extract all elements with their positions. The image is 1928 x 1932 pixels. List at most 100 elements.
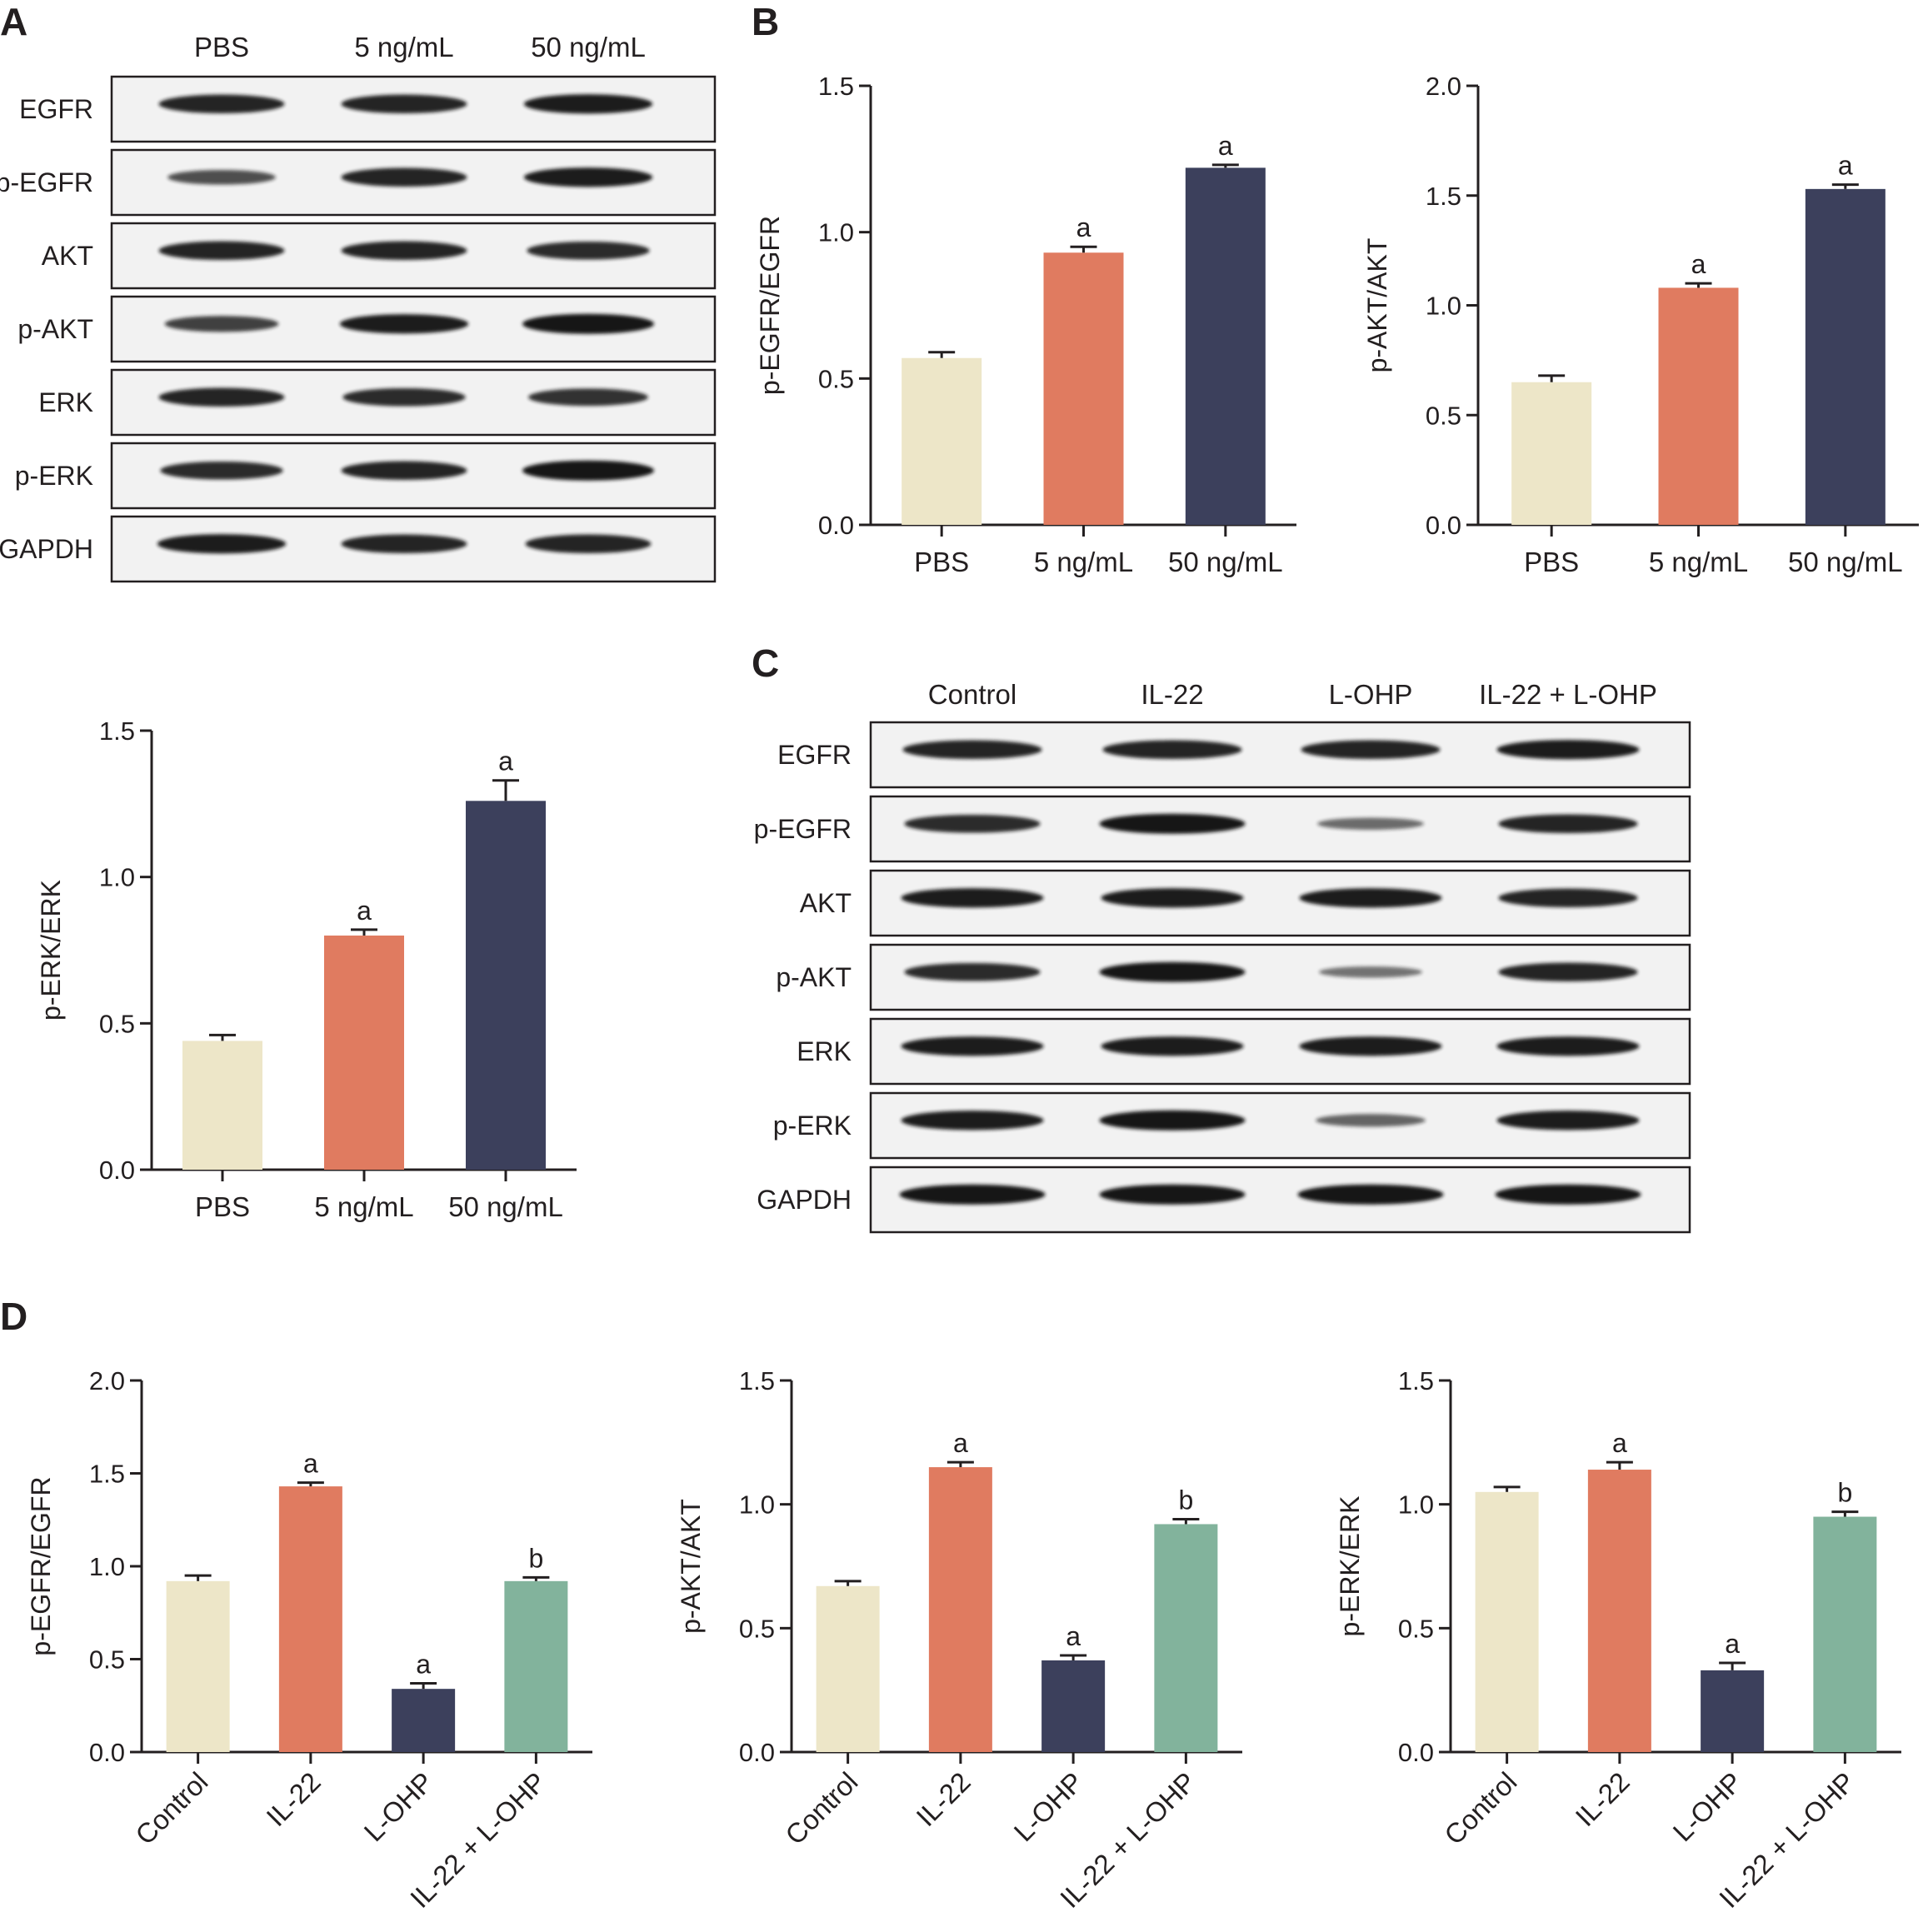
x-tick-label-5-ng-ml: 5 ng/mL (314, 1191, 413, 1222)
row-label-egfr: EGFR (777, 740, 852, 770)
lane-label-5-ng-ml: 5 ng/mL (354, 32, 453, 62)
band-p-akt-l-ohp (1319, 966, 1422, 978)
chart-b-p-egfr: 0.0 0.5 1.0 1.5 p-EGFR/EGFR PBS a 5 ng/mL a 50 ng… (755, 72, 1296, 577)
band-p-akt-50-ng-ml (522, 313, 654, 334)
significance-label: a (303, 1449, 318, 1479)
y-tick-label: 1.0 (1398, 1490, 1434, 1520)
band-p-akt-control (904, 962, 1041, 981)
band-erk-50-ng-ml (528, 388, 648, 407)
band-akt-control (901, 888, 1044, 908)
significance-label: a (1066, 1621, 1081, 1651)
bar-il-22 (278, 1486, 342, 1752)
bar-5-ng-ml (324, 935, 404, 1170)
band-gapdh-l-ohp (1297, 1184, 1444, 1205)
bar-il-22-l-ohp (1813, 1516, 1877, 1752)
band-egfr-5-ng-ml (341, 94, 467, 113)
y-tick-label: 1.5 (89, 1460, 125, 1489)
y-axis-label: p-EGFR/EGFR (26, 1476, 56, 1655)
row-label-akt: AKT (42, 241, 93, 271)
bar-control (816, 1585, 880, 1752)
panel-label-c: C (752, 642, 779, 685)
row-label-p-egfr: p-EGFR (754, 814, 852, 844)
y-axis-label: p-ERK/ERK (1335, 1496, 1365, 1637)
panel-label-d: D (0, 1295, 27, 1338)
x-tick-label-l-ohp: L-OHP (358, 1766, 439, 1847)
band-p-akt-il-22 (1099, 961, 1246, 982)
band-p-egfr-5-ng-ml (341, 167, 467, 187)
significance-label: b (1178, 1485, 1193, 1515)
band-p-erk-5-ng-ml (341, 461, 467, 480)
lane-label-il-22-l-ohp: IL-22 + L-OHP (1479, 679, 1657, 710)
x-tick-label-l-ohp: L-OHP (1667, 1766, 1748, 1847)
y-tick-label: 0.0 (818, 511, 854, 540)
x-tick-label-il-22: IL-22 (1569, 1766, 1635, 1832)
bar-pbs (902, 357, 982, 525)
x-tick-label-control: Control (1438, 1766, 1522, 1850)
significance-label: a (953, 1428, 968, 1458)
band-erk-l-ohp (1299, 1036, 1442, 1056)
bar-5-ng-ml (1043, 252, 1124, 525)
panel-label-b: B (752, 0, 779, 43)
western-blot-c: Control IL-22 L-OHP IL-22 + L-OHP EGFR p-EGFR… (754, 679, 1691, 1234)
band-gapdh-il-22-l-ohp (1495, 1184, 1641, 1205)
bar-pbs (1511, 382, 1592, 525)
x-tick-label-50-ng-ml: 50 ng/mL (1788, 547, 1903, 577)
significance-label: a (1838, 151, 1853, 181)
y-tick-label: 1.0 (1426, 292, 1461, 321)
band-p-erk-il-22-l-ohp (1496, 1111, 1640, 1131)
bar-50-ng-ml (1805, 188, 1886, 525)
row-label-p-erk: p-ERK (773, 1111, 852, 1141)
row-label-erk: ERK (797, 1036, 852, 1066)
band-p-erk-control (901, 1111, 1044, 1131)
lane-label-l-ohp: L-OHP (1329, 679, 1413, 710)
x-tick-label-pbs: PBS (1524, 547, 1579, 577)
y-tick-label: 2.0 (1426, 72, 1461, 101)
significance-label: a (357, 896, 372, 926)
significance-label: a (1076, 212, 1091, 242)
row-label-p-egfr: p-EGFR (0, 167, 93, 197)
x-tick-label-50-ng-ml: 50 ng/mL (448, 1191, 563, 1222)
y-tick-label: 0.5 (89, 1645, 125, 1675)
band-gapdh-control (899, 1184, 1046, 1205)
x-tick-label-50-ng-ml: 50 ng/mL (1168, 547, 1283, 577)
x-tick-label-l-ohp: L-OHP (1008, 1766, 1089, 1847)
chart-d-p-erk: 0.0 0.5 1.0 1.5 p-ERK/ERK Control a IL-22 a L-OHP… (1335, 1366, 1901, 1914)
panel-label-a: A (0, 0, 27, 43)
bar-il-22 (928, 1467, 992, 1752)
y-tick-label: 1.5 (739, 1366, 775, 1395)
y-tick-label: 0.5 (1426, 401, 1461, 430)
band-p-erk-l-ohp (1316, 1114, 1426, 1127)
bar-il-22-l-ohp (1154, 1524, 1218, 1752)
band-egfr-pbs (158, 94, 285, 113)
y-tick-label: 0.0 (1398, 1738, 1434, 1767)
significance-label: a (498, 746, 513, 776)
x-tick-label-5-ng-ml: 5 ng/mL (1034, 547, 1133, 577)
chart-d-p-egfr: 0.0 0.5 1.0 1.5 2.0 p-EGFR/EGFR Control a IL-22 a… (26, 1366, 592, 1914)
band-p-akt-il-22-l-ohp (1498, 962, 1638, 981)
row-label-p-akt: p-AKT (17, 314, 93, 344)
band-p-egfr-l-ohp (1317, 817, 1424, 830)
y-tick-label: 0.0 (739, 1738, 775, 1767)
y-tick-label: 1.0 (739, 1490, 775, 1520)
row-label-erk: ERK (38, 387, 93, 417)
band-erk-5-ng-ml (342, 387, 466, 407)
bar-pbs (182, 1041, 262, 1170)
y-axis-label: p-EGFR/EGFR (755, 216, 785, 395)
band-p-akt-5-ng-ml (339, 314, 469, 334)
x-tick-label-pbs: PBS (914, 547, 969, 577)
bar-il-22-l-ohp (504, 1580, 568, 1752)
x-tick-label-control: Control (129, 1766, 213, 1850)
y-tick-label: 1.5 (1426, 182, 1461, 211)
row-label-gapdh: GAPDH (757, 1185, 852, 1215)
chart-d-p-akt: 0.0 0.5 1.0 1.5 p-AKT/AKT Control a IL-22 a L-OHP… (676, 1366, 1242, 1914)
bar-50-ng-ml (466, 801, 546, 1170)
x-tick-label-il-22: IL-22 (260, 1766, 326, 1832)
bar-control (166, 1580, 230, 1752)
significance-label: a (1218, 131, 1233, 161)
band-p-akt-pbs (164, 316, 279, 332)
lane-label-50-ng-ml: 50 ng/mL (531, 32, 646, 62)
y-tick-label: 0.5 (1398, 1614, 1434, 1643)
row-label-gapdh: GAPDH (0, 534, 93, 564)
row-label-p-akt: p-AKT (776, 962, 852, 992)
